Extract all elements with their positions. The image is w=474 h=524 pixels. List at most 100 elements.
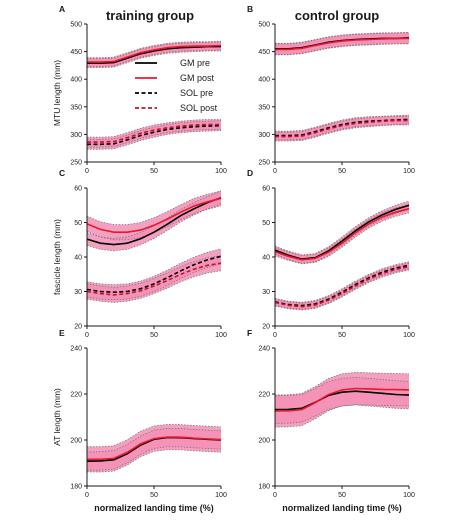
sd-lower-line xyxy=(275,124,409,142)
series-line-gm-post xyxy=(86,197,222,233)
y-tick-label: 350 xyxy=(258,104,270,111)
sd-band-sol-post xyxy=(87,119,221,148)
series-line-gm-post xyxy=(274,387,410,412)
sd-lower-line xyxy=(275,123,410,141)
y-tick-label: 250 xyxy=(70,160,82,167)
y-tick-label: 30 xyxy=(74,289,82,296)
panel-d: D 20 30 40 50 60 0 50 100 xyxy=(247,168,415,339)
x-tick-label: 0 xyxy=(273,492,277,499)
x-tick-label: 50 xyxy=(150,332,158,339)
header-training-group: training group xyxy=(106,8,194,23)
panel-letter: A xyxy=(59,4,65,14)
x-tick-label: 100 xyxy=(215,492,227,499)
sd-upper-line xyxy=(274,200,410,256)
sd-lower-line xyxy=(87,50,221,68)
x-tick-label: 100 xyxy=(215,332,227,339)
y-tick-label: 50 xyxy=(74,220,82,227)
x-tick-label: 100 xyxy=(215,168,227,175)
sd-band-gm-post xyxy=(275,204,409,264)
sd-lower-line xyxy=(274,209,410,264)
header-control-group: control group xyxy=(295,8,380,23)
sd-lower-line xyxy=(274,269,410,311)
sd-lower-line xyxy=(86,263,222,301)
y-tick-label: 40 xyxy=(262,255,270,262)
series-line-sol-post xyxy=(86,262,222,296)
y-tick-label: 300 xyxy=(70,132,82,139)
series-line-gm-pre xyxy=(274,390,410,411)
y-tick-label: 300 xyxy=(258,132,270,139)
series-line-gm-post xyxy=(275,37,409,51)
sd-upper-line xyxy=(87,119,221,138)
y-axis-label: fascicle length (mm) xyxy=(52,219,62,295)
sd-lower-line xyxy=(86,446,222,471)
x-tick-label: 0 xyxy=(273,332,277,339)
sd-upper-line xyxy=(86,190,222,225)
y-tick-label: 200 xyxy=(258,438,270,445)
sd-upper-line xyxy=(87,423,222,448)
legend: GM pre GM post SOL pre SOL post xyxy=(135,58,218,113)
y-tick-label: 180 xyxy=(258,484,270,491)
x-tick-label: 50 xyxy=(338,492,346,499)
y-tick-label: 220 xyxy=(258,392,270,399)
legend-label: GM post xyxy=(180,73,215,83)
x-tick-label: 50 xyxy=(150,168,158,175)
y-tick-label: 250 xyxy=(258,160,270,167)
x-axis-label: normalized landing time (%) xyxy=(94,503,214,513)
sd-band-sol-post xyxy=(275,263,409,311)
sd-band-gm-post xyxy=(275,372,409,428)
x-tick-label: 0 xyxy=(85,168,89,175)
x-tick-label: 50 xyxy=(150,492,158,499)
panel-b: B 250 300 350 400 450 500 0 50 100 xyxy=(247,4,415,175)
series-line-gm-post xyxy=(87,44,222,63)
y-tick-label: 180 xyxy=(70,484,82,491)
sd-lower-line xyxy=(87,129,221,148)
series-line-gm-post xyxy=(274,207,410,261)
x-tick-label: 0 xyxy=(85,332,89,339)
y-axis-label: AT length (mm) xyxy=(52,388,62,446)
x-axis-label: normalized landing time (%) xyxy=(282,503,402,513)
panel-letter: C xyxy=(59,168,65,178)
sd-lower-line xyxy=(274,404,410,428)
panel-a: A 250 300 350 400 450 500 0 50 100 MTU length (mm)… xyxy=(52,4,227,175)
y-tick-label: 450 xyxy=(70,49,82,56)
sd-upper-line xyxy=(86,427,222,453)
sd-upper-line xyxy=(275,114,410,132)
series-line-gm-pre xyxy=(87,45,221,64)
panel-letter: F xyxy=(247,328,252,338)
series-line-sol-post xyxy=(275,119,409,138)
sd-band-gm-post xyxy=(87,190,221,240)
y-tick-label: 20 xyxy=(262,324,270,331)
legend-label: SOL pre xyxy=(180,88,213,98)
sd-lower-line xyxy=(274,404,410,424)
x-tick-label: 100 xyxy=(403,492,415,499)
panel-letter: E xyxy=(59,328,65,338)
sd-upper-line xyxy=(87,41,221,60)
panel-letter: B xyxy=(247,4,253,14)
sd-lower-line xyxy=(275,43,409,56)
sd-lower-line xyxy=(86,203,222,252)
y-tick-label: 20 xyxy=(74,324,82,331)
series-line-gm-post xyxy=(87,436,222,461)
y-axis-label: MTU length (mm) xyxy=(52,60,62,126)
series-line-sol-pre xyxy=(86,255,222,294)
series-line-gm-pre xyxy=(86,196,222,246)
sd-band-sol-post xyxy=(275,116,409,141)
y-tick-label: 220 xyxy=(70,392,82,399)
series-line-sol-post xyxy=(274,265,410,308)
y-tick-label: 400 xyxy=(70,77,82,84)
y-tick-label: 60 xyxy=(262,186,270,193)
y-tick-label: 400 xyxy=(258,77,270,84)
y-tick-label: 500 xyxy=(258,22,270,29)
series-line-sol-pre xyxy=(274,264,410,307)
sd-upper-line xyxy=(274,376,410,397)
y-tick-label: 240 xyxy=(70,346,82,353)
x-tick-label: 50 xyxy=(338,332,346,339)
y-tick-label: 200 xyxy=(70,438,82,445)
x-tick-label: 100 xyxy=(403,332,415,339)
y-tick-label: 240 xyxy=(258,346,270,353)
y-tick-label: 60 xyxy=(74,186,82,193)
x-tick-label: 0 xyxy=(85,492,89,499)
x-tick-label: 0 xyxy=(273,168,277,175)
sd-upper-line xyxy=(86,248,222,286)
